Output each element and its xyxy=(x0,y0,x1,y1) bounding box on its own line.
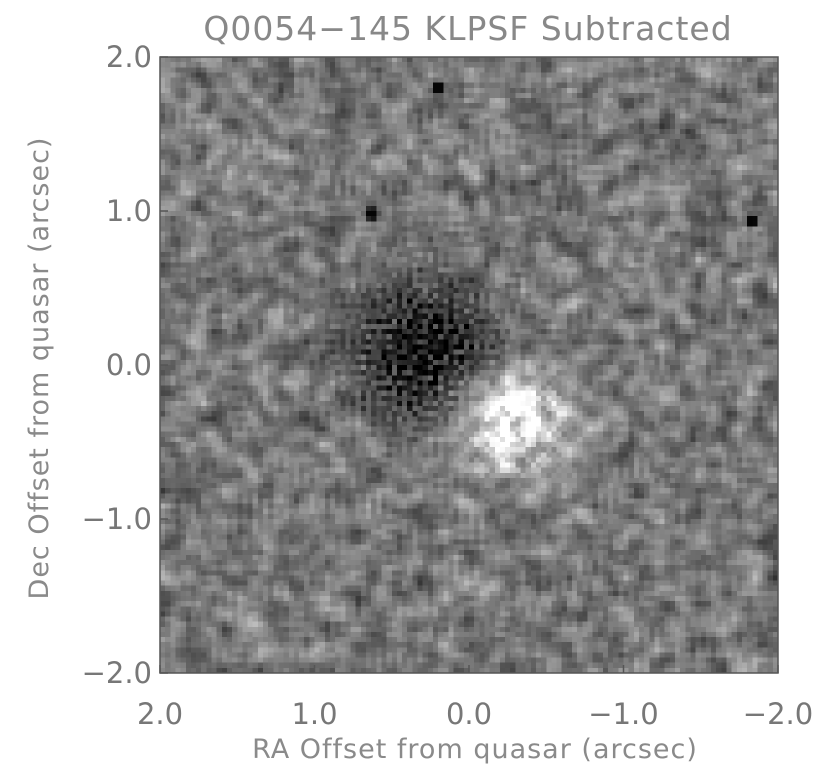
x-tick-label: −1.0 xyxy=(588,697,658,731)
x-tick-label: 2.0 xyxy=(137,697,183,731)
y-tick-label: −2.0 xyxy=(82,656,152,690)
image-panel xyxy=(159,56,779,674)
x-axis-title: RA Offset from quasar (arcsec) xyxy=(252,734,698,765)
x-tick-label: 1.0 xyxy=(291,697,337,731)
tick-marks xyxy=(159,56,779,674)
y-tick-label: 2.0 xyxy=(106,40,152,74)
x-tick-label: −2.0 xyxy=(743,697,813,731)
chart-title: Q0054−145 KLPSF Subtracted xyxy=(203,9,732,48)
y-tick-label: −1.0 xyxy=(82,502,152,536)
residual-image xyxy=(160,57,778,673)
y-axis-title: Dec Offset from quasar (arcsec) xyxy=(24,137,55,600)
y-tick-label: 0.0 xyxy=(106,348,152,382)
y-tick-label: 1.0 xyxy=(106,194,152,228)
x-tick-label: 0.0 xyxy=(446,697,492,731)
